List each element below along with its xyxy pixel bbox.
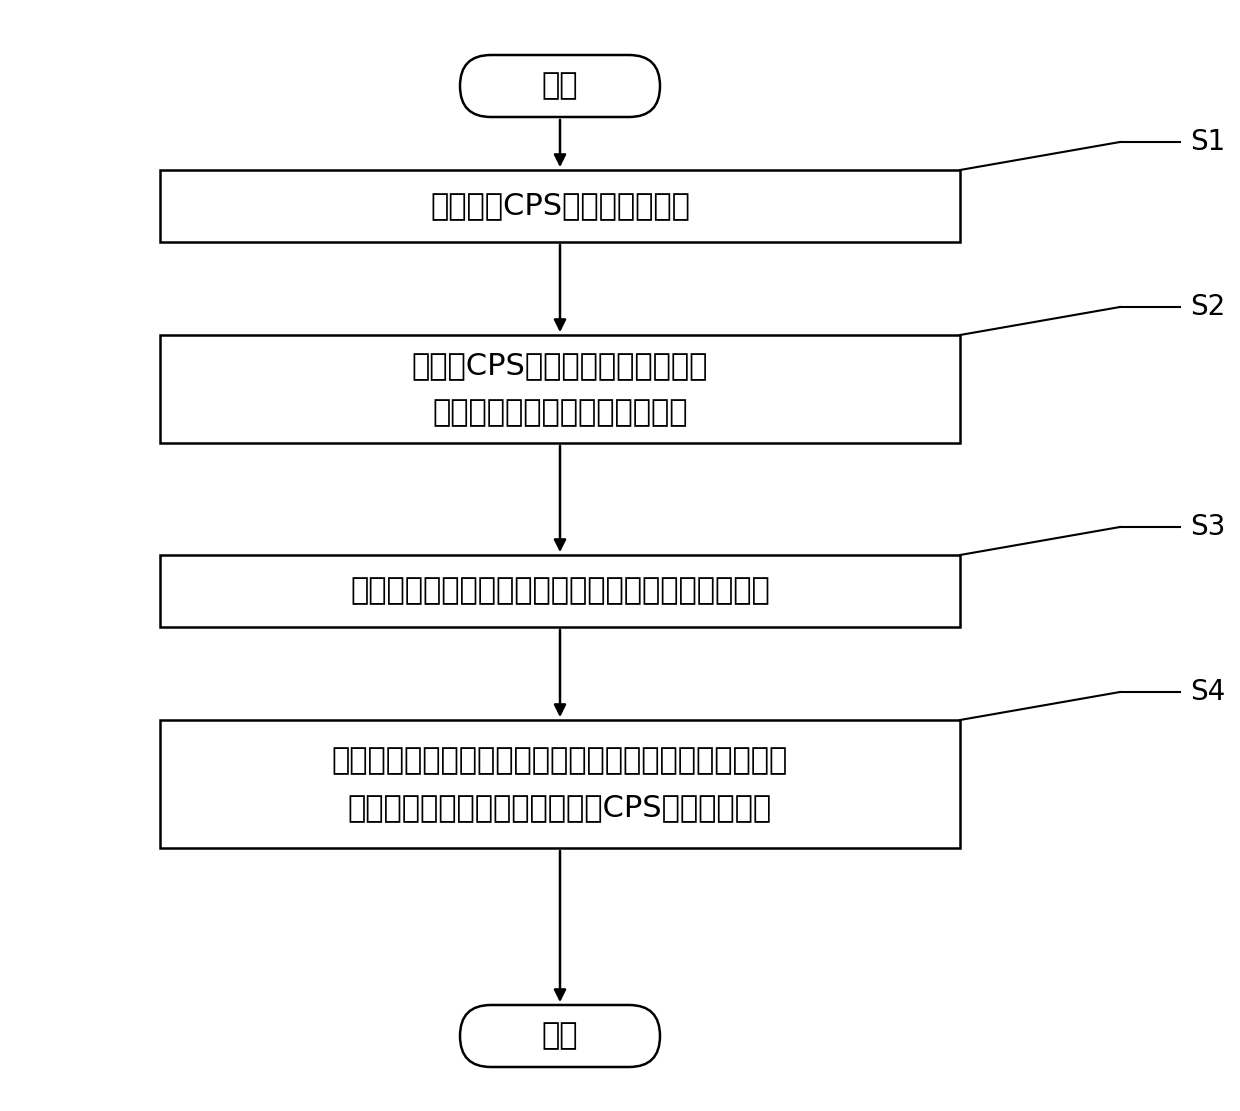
FancyBboxPatch shape (460, 1005, 660, 1067)
Text: 将电力CPS中的所有元件元胞化，
并确定其元胞间的状态转换形式: 将电力CPS中的所有元件元胞化， 并确定其元胞间的状态转换形式 (412, 351, 708, 428)
FancyBboxPatch shape (160, 170, 960, 242)
Text: 分别建立物理元胞自动机模型和信息元胞自动机模型: 分别建立物理元胞自动机模型和信息元胞自动机模型 (350, 577, 770, 605)
Text: 融合物理元胞自动机模型和信息元胞自动机模型，根据其
耦合方式与耦合强度，确定电力CPS连锁故障模型: 融合物理元胞自动机模型和信息元胞自动机模型，根据其 耦合方式与耦合强度，确定电力… (332, 745, 789, 822)
FancyBboxPatch shape (160, 720, 960, 848)
Text: S4: S4 (1190, 678, 1225, 705)
Text: S1: S1 (1190, 128, 1225, 156)
FancyBboxPatch shape (160, 556, 960, 627)
FancyBboxPatch shape (460, 56, 660, 117)
Text: S3: S3 (1190, 513, 1225, 541)
FancyBboxPatch shape (160, 336, 960, 443)
Text: 开始: 开始 (542, 71, 578, 100)
Text: S2: S2 (1190, 293, 1225, 321)
Text: 搭建电力CPS的信息网络拓扑: 搭建电力CPS的信息网络拓扑 (430, 191, 689, 220)
Text: 结束: 结束 (542, 1021, 578, 1051)
